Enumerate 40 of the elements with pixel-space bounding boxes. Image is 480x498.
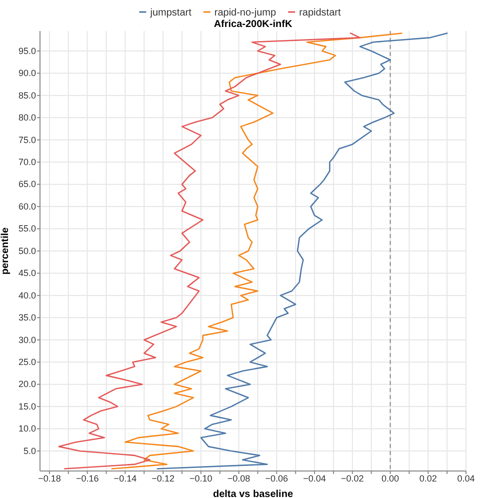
y-tick-label: 15.0: [18, 401, 36, 412]
legend-label: jumpstart: [149, 8, 192, 18]
y-tick-label: 35.0: [18, 312, 36, 323]
y-tick-label: 40.0: [18, 290, 36, 300]
x-tick-label: −0.12: [152, 473, 174, 484]
y-tick-label: 95.0: [18, 46, 36, 56]
y-tick-label: 85.0: [18, 90, 36, 100]
x-tick-label: −0.02: [341, 473, 364, 484]
x-tick-label: 0.02: [419, 473, 437, 484]
x-tick-label: 0.04: [457, 473, 475, 484]
y-tick-label: 60.0: [18, 201, 36, 212]
y-tick-label: 75.0: [18, 134, 36, 145]
line-series: [111, 32, 402, 470]
x-tick-label: −0.06: [265, 473, 288, 484]
x-tick-label: −0.16: [76, 473, 99, 484]
line-series: [156, 32, 448, 470]
y-tick-label: 70.0: [18, 156, 36, 167]
y-tick-label: 90.0: [18, 68, 36, 78]
x-tick-label: −0.10: [190, 473, 212, 484]
chart-title: Africa-200K-infK: [214, 19, 293, 30]
y-axis-title: percentile: [0, 226, 11, 275]
x-tick-label: −0.18: [38, 473, 61, 484]
x-tick-label: 0.00: [382, 473, 400, 484]
legend-label: rapidstart: [299, 8, 341, 18]
y-tick-label: 5.0: [23, 446, 36, 456]
x-tick-label: −0.08: [227, 473, 250, 484]
x-axis-title: delta vs baseline: [212, 489, 294, 498]
y-tick-label: 25.0: [18, 356, 36, 367]
y-tick-label: 30.0: [18, 334, 36, 345]
y-tick-label: 10.0: [18, 424, 36, 434]
line-series: [58, 32, 361, 470]
y-tick-label: 65.0: [18, 179, 36, 190]
y-tick-label: 55.0: [18, 224, 36, 234]
x-tick-label: −0.14: [114, 473, 137, 484]
y-tick-label: 45.0: [18, 268, 36, 278]
y-tick-label: 80.0: [18, 112, 36, 123]
legend-label: rapid-no-jump: [214, 8, 276, 18]
y-tick-label: 20.0: [18, 379, 36, 390]
y-tick-label: 50.0: [18, 246, 36, 256]
x-tick-label: −0.04: [303, 473, 326, 484]
